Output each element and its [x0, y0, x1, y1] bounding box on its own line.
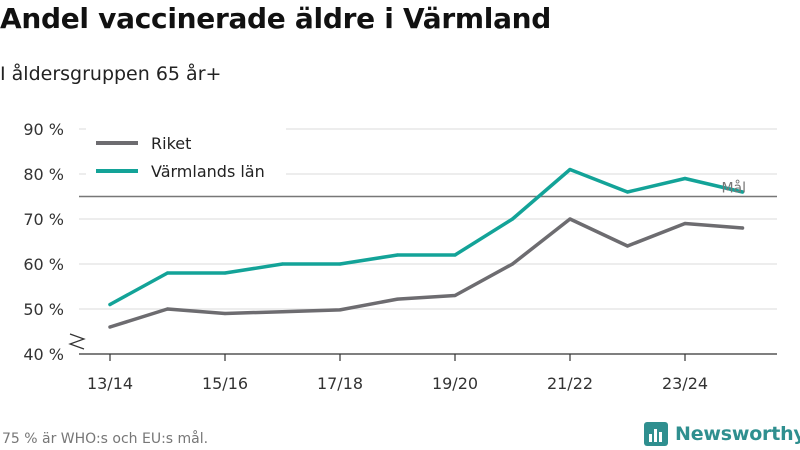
y-tick-label: 40 % [23, 345, 64, 364]
y-tick-label: 60 % [23, 255, 64, 274]
chart-subtitle: I åldersgruppen 65 år+ [0, 63, 222, 85]
data-point [568, 167, 572, 172]
x-tick-label: 23/24 [662, 374, 708, 393]
bar-chart-icon [644, 422, 668, 446]
chart-title: Andel vaccinerade äldre i Värmland [0, 2, 552, 35]
y-tick-label: 70 % [23, 210, 64, 229]
series-line-varmland [108, 167, 745, 307]
data-point [280, 262, 285, 266]
newsworthy-logo: Newsworthy [644, 420, 800, 448]
data-point [223, 311, 227, 316]
target-label: Mål [721, 180, 746, 197]
x-tick-label: 19/20 [432, 374, 478, 393]
data-point [740, 190, 745, 194]
data-point [740, 226, 745, 230]
x-tick-label: 13/14 [87, 374, 133, 393]
data-point [568, 217, 572, 221]
data-point [280, 310, 285, 314]
data-point [510, 262, 515, 266]
data-point [108, 325, 112, 329]
data-point [165, 271, 170, 275]
legend-label: Värmlands län [151, 162, 265, 181]
data-point [510, 217, 515, 221]
data-point [395, 253, 400, 257]
axis-break-mark [68, 333, 86, 350]
data-point [108, 302, 112, 307]
data-point [453, 293, 457, 298]
y-tick-label: 80 % [23, 165, 64, 184]
data-point [338, 262, 342, 266]
x-tick-label: 17/18 [317, 374, 363, 393]
x-tick-label: 15/16 [202, 374, 248, 393]
data-point [395, 297, 400, 301]
data-point [683, 221, 687, 226]
data-point [165, 307, 170, 311]
data-point [223, 271, 227, 275]
data-point [683, 176, 687, 181]
footnote: 75 % är WHO:s och EU:s mål. [2, 431, 209, 447]
series-line-riket [108, 217, 745, 329]
brand-name: Newsworthy [675, 423, 800, 445]
data-point [338, 308, 342, 312]
data-point [453, 253, 457, 257]
y-tick-label: 50 % [23, 300, 64, 319]
legend-box [86, 128, 286, 184]
y-tick-label: 90 % [23, 120, 64, 139]
data-point [625, 244, 630, 248]
x-tick-label: 21/22 [547, 374, 593, 393]
legend-label: Riket [151, 134, 191, 153]
data-point [625, 190, 630, 194]
